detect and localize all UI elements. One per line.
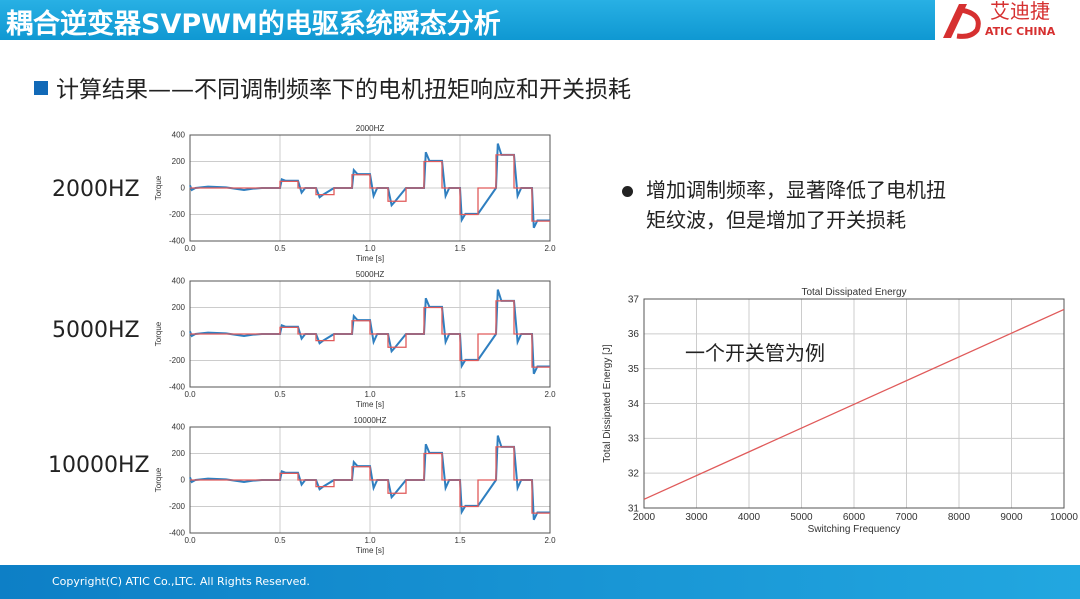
y-tick-label: -400 [169, 383, 186, 392]
chart-title: Total Dissipated Energy [801, 287, 906, 298]
energy-series-line [643, 308, 1065, 500]
copyright: Copyright(C) ATIC Co.,LTC. All Rights Re… [52, 575, 310, 588]
x-tick-label: 1.5 [454, 390, 466, 399]
y-tick-label: 34 [628, 399, 640, 410]
x-tick-label: 0.0 [184, 390, 196, 399]
y-tick-label: 400 [172, 423, 186, 432]
x-tick-label: 2.0 [544, 390, 556, 399]
chart-title: 2000HZ [356, 124, 385, 133]
y-axis-label: Torque [154, 175, 163, 200]
y-tick-label: 35 [628, 364, 640, 375]
x-tick-label: 10000 [1050, 512, 1078, 523]
y-axis-label: Torque [154, 467, 163, 492]
x-tick-label: 0.0 [184, 536, 196, 545]
y-axis-label: Torque [154, 321, 163, 346]
x-axis-label: Switching Frequency [808, 524, 901, 535]
x-tick-label: 2000 [633, 512, 656, 523]
y-tick-label: 33 [628, 434, 640, 445]
energy-chart: 2000 3000 4000 5000 6000 7000 8000 9000 10000 37 3… [602, 287, 1078, 535]
reference-series-line [190, 154, 550, 222]
x-tick-label: 1.5 [454, 536, 466, 545]
plot-border [643, 298, 1065, 509]
y-tick-label: 31 [628, 503, 640, 514]
logo: 艾迪捷 ATIC CHINA [935, 0, 1080, 40]
y-axis-label: Total Dissipated Energy [J] [602, 344, 613, 463]
y-tick-label: 36 [628, 329, 640, 340]
bullet-dot-icon [622, 186, 633, 197]
header-bar: 耦合逆变器SVPWM的电驱系统瞬态分析 [0, 0, 1080, 40]
bullet-square-icon [34, 81, 48, 95]
x-tick-label: 1.5 [454, 244, 466, 253]
y-tick-label: 400 [172, 131, 186, 140]
x-tick-label: 0.5 [274, 244, 286, 253]
reference-series-line [190, 446, 550, 514]
freq-label-5000: 5000HZ [52, 318, 140, 343]
logo-subtext: ATIC CHINA [985, 25, 1056, 38]
logo-mark-icon [943, 4, 981, 39]
y-tick-label: -200 [169, 356, 186, 365]
x-tick-label: 3000 [685, 512, 708, 523]
bullet-line-2: 矩纹波，但是增加了开关损耗 [646, 208, 906, 232]
x-tick-label: 6000 [843, 512, 866, 523]
x-tick-label: 1.0 [364, 244, 376, 253]
x-tick-label: 7000 [895, 512, 918, 523]
torque-chart-2000hz: 0.0 0.5 1.0 1.5 2.0 400 200 0 -200 -400 2000HZ Time… [154, 124, 556, 263]
x-tick-label: 8000 [948, 512, 971, 523]
section-heading: 计算结果——不同调制频率下的电机扭矩响应和开关损耗 [34, 70, 631, 104]
x-tick-label: 1.0 [364, 536, 376, 545]
chart-title: 5000HZ [356, 270, 385, 279]
x-tick-label: 2.0 [544, 536, 556, 545]
y-tick-label: -400 [169, 529, 186, 538]
x-tick-label: 0.0 [184, 244, 196, 253]
chart-title: 10000HZ [354, 416, 387, 425]
y-tick-label: 0 [181, 476, 186, 485]
x-tick-label: 9000 [1000, 512, 1023, 523]
footer-bar: Copyright(C) ATIC Co.,LTC. All Rights Re… [0, 565, 1080, 599]
section-heading-text: 计算结果——不同调制频率下的电机扭矩响应和开关损耗 [56, 77, 631, 103]
y-tick-label: 37 [628, 294, 640, 305]
freq-label-2000: 2000HZ [52, 177, 140, 202]
y-tick-label: 0 [181, 330, 186, 339]
x-tick-label: 5000 [790, 512, 813, 523]
y-tick-label: -400 [169, 237, 186, 246]
x-tick-label: 4000 [738, 512, 761, 523]
y-tick-label: 200 [172, 157, 186, 166]
chart-annotation: 一个开关管为例 [685, 341, 825, 365]
y-tick-label: 200 [172, 303, 186, 312]
y-tick-label: 400 [172, 277, 186, 286]
slide-title: 耦合逆变器SVPWM的电驱系统瞬态分析 [6, 9, 501, 40]
logo-text: 艾迪捷 [990, 0, 1050, 23]
y-tick-label: 0 [181, 184, 186, 193]
y-tick-label: 200 [172, 449, 186, 458]
torque-chart-5000hz: 0.0 0.5 1.0 1.5 2.0 400 200 0 -200 -400 5000HZ Time… [154, 270, 556, 409]
y-tick-label: 32 [628, 469, 640, 480]
torque-chart-10000hz: 0.0 0.5 1.0 1.5 2.0 400 200 0 -200 -400 10000HZ Tim… [154, 416, 556, 555]
x-tick-label: 1.0 [364, 390, 376, 399]
bullet-point: 增加调制频率，显著降低了电机扭 矩纹波，但是增加了开关损耗 [622, 175, 1002, 235]
x-axis-label: Time [s] [356, 400, 384, 409]
freq-label-10000: 10000HZ [48, 453, 150, 478]
reference-series-line [190, 300, 550, 368]
x-axis-label: Time [s] [356, 546, 384, 555]
x-tick-label: 0.5 [274, 390, 286, 399]
bullet-line-1: 增加调制频率，显著降低了电机扭 [646, 178, 946, 202]
x-axis-label: Time [s] [356, 254, 384, 263]
x-tick-label: 2.0 [544, 244, 556, 253]
y-tick-label: -200 [169, 502, 186, 511]
x-tick-label: 0.5 [274, 536, 286, 545]
y-tick-label: -200 [169, 210, 186, 219]
